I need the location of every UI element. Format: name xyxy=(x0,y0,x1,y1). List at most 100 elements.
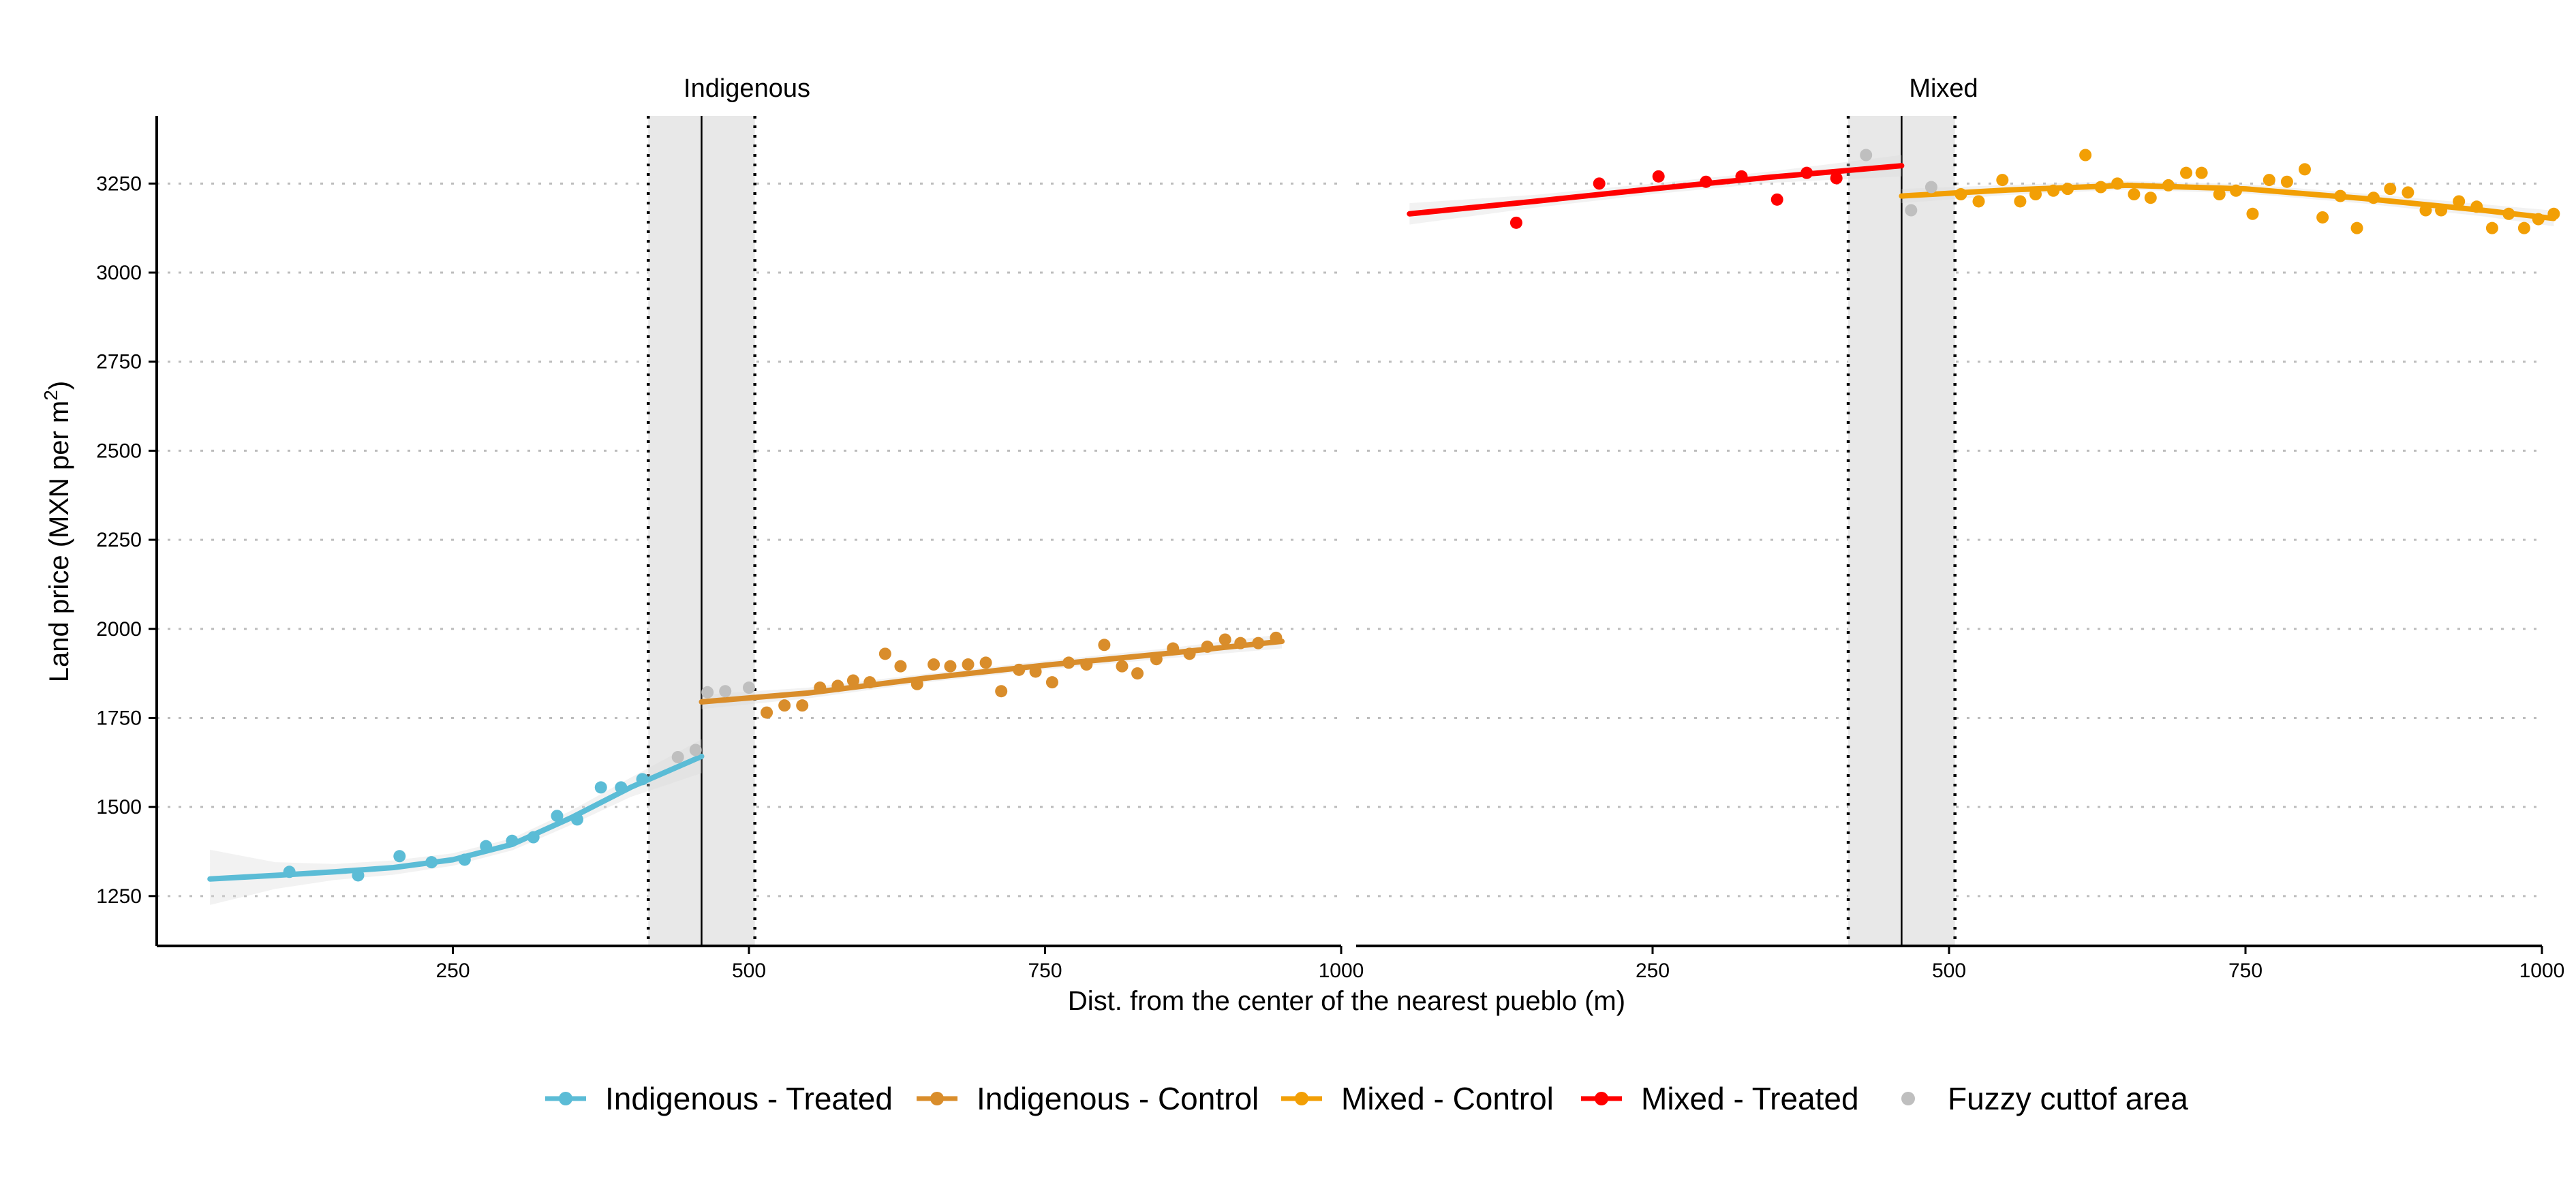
y-tick-label-2750: 2750 xyxy=(96,351,142,373)
point-indigenous-control-27 xyxy=(1218,633,1231,646)
legend-label: Mixed - Treated xyxy=(1641,1081,1859,1116)
point-indigenous-treated-9 xyxy=(570,813,583,826)
panel-title-mixed: Mixed xyxy=(1909,74,1978,103)
point-indigenous-control-0 xyxy=(761,706,773,719)
legend-swatch-point xyxy=(1595,1092,1608,1105)
point-indigenous-treated-0 xyxy=(283,866,296,878)
x-tick-label-250-panel-0: 250 xyxy=(435,960,470,982)
point-indigenous-control-16 xyxy=(1029,665,1042,678)
fuzzy-bands xyxy=(647,116,1957,946)
point-mixed-control-23 xyxy=(2350,221,2363,234)
point-indigenous-control-10 xyxy=(927,658,940,671)
y-tick-label-1500: 1500 xyxy=(96,796,142,818)
point-mixed-control-27 xyxy=(2419,204,2432,217)
legend-item-fuzzy-cuttof-area: Fuzzy cuttof area xyxy=(1901,1081,2188,1116)
legend-label: Fuzzy cuttof area xyxy=(1948,1081,2188,1116)
point-indigenous-control-30 xyxy=(1270,631,1283,644)
point-mixed-control-30 xyxy=(2470,200,2483,213)
y-tick-label-3250: 3250 xyxy=(96,172,142,195)
point-mixed-control-2 xyxy=(1996,174,2009,187)
point-fuzzy-cuttof-area-3 xyxy=(743,682,755,694)
point-indigenous-treated-2 xyxy=(393,850,406,863)
fit-line-mixed-treated-panel-1 xyxy=(1407,163,1905,217)
legend-label: Mixed - Control xyxy=(1341,1081,1554,1116)
legend-item-mixed-control: Mixed - Control xyxy=(1281,1081,1554,1116)
x-tick-label-500-panel-0: 500 xyxy=(732,960,766,982)
point-indigenous-control-9 xyxy=(910,677,923,690)
point-mixed-control-8 xyxy=(2094,181,2107,194)
gridlines xyxy=(157,182,2542,898)
point-mixed-control-34 xyxy=(2532,213,2545,226)
point-indigenous-control-28 xyxy=(1234,637,1247,649)
point-indigenous-control-18 xyxy=(1062,656,1075,669)
point-mixed-control-26 xyxy=(2402,186,2414,199)
point-indigenous-control-17 xyxy=(1045,676,1058,689)
point-mixed-control-31 xyxy=(2485,221,2498,234)
point-mixed-control-33 xyxy=(2517,221,2530,234)
point-mixed-treated-3 xyxy=(1700,175,1713,188)
axes: 1250 1500 1750 2000 2250 2500 2750 3000 3250 250 5… xyxy=(96,116,2564,982)
y-tick-label-2000: 2000 xyxy=(96,618,142,641)
x-tick-label-1000-panel-1: 1000 xyxy=(2519,960,2565,982)
x-axis-title: Dist. from the center of the nearest pue… xyxy=(1068,986,1625,1016)
point-mixed-control-29 xyxy=(2453,195,2466,208)
point-indigenous-treated-5 xyxy=(480,840,493,853)
point-mixed-control-16 xyxy=(2230,184,2243,197)
confidence-bands xyxy=(210,155,2554,905)
point-indigenous-control-7 xyxy=(878,647,891,660)
point-indigenous-treated-7 xyxy=(527,831,540,844)
x-tick-label-1000-panel-0: 1000 xyxy=(1319,960,1364,982)
y-axis-title: Land price (MXN per m2) xyxy=(40,381,74,682)
legend-swatch-point xyxy=(559,1092,572,1105)
point-indigenous-control-25 xyxy=(1183,647,1196,660)
point-fuzzy-cuttof-area-0 xyxy=(1860,149,1873,162)
point-indigenous-control-22 xyxy=(1131,667,1144,680)
point-mixed-control-15 xyxy=(2213,188,2226,201)
legend-swatch-point xyxy=(1295,1092,1308,1105)
point-mixed-treated-6 xyxy=(1800,166,1813,179)
y-tick-label-1250: 1250 xyxy=(96,885,142,908)
point-indigenous-control-3 xyxy=(814,682,827,694)
point-mixed-control-11 xyxy=(2144,192,2157,204)
point-mixed-control-5 xyxy=(2047,184,2060,197)
point-indigenous-control-2 xyxy=(796,699,809,712)
point-mixed-control-21 xyxy=(2316,211,2329,224)
fit-line-indigenous-control-panel-0 xyxy=(699,639,1285,705)
point-indigenous-control-4 xyxy=(831,679,844,692)
point-mixed-control-6 xyxy=(2061,183,2074,196)
point-mixed-control-4 xyxy=(2029,188,2042,201)
y-tick-label-2250: 2250 xyxy=(96,529,142,551)
point-indigenous-control-21 xyxy=(1116,660,1129,673)
point-mixed-control-18 xyxy=(2263,174,2275,187)
point-mixed-treated-7 xyxy=(1830,172,1843,185)
ci-band-indigenous-treated-panel-0 xyxy=(210,739,702,905)
point-mixed-control-32 xyxy=(2502,207,2515,220)
x-tick-label-250-panel-1: 250 xyxy=(1636,960,1670,982)
point-fuzzy-cuttof-area-4 xyxy=(701,686,714,699)
point-indigenous-control-23 xyxy=(1150,653,1163,666)
point-fuzzy-cuttof-area-1 xyxy=(689,744,702,756)
point-indigenous-control-15 xyxy=(1013,663,1026,676)
point-indigenous-treated-12 xyxy=(636,773,649,786)
point-mixed-control-14 xyxy=(2195,166,2208,179)
panel-title-indigenous: Indigenous xyxy=(684,74,810,103)
point-mixed-treated-2 xyxy=(1652,170,1665,183)
point-mixed-control-13 xyxy=(2180,166,2192,179)
point-indigenous-control-11 xyxy=(944,660,957,673)
point-indigenous-treated-4 xyxy=(458,853,471,866)
legend-label: Indigenous - Control xyxy=(977,1081,1259,1116)
point-mixed-control-7 xyxy=(2079,149,2092,162)
legend-item-indigenous-control: Indigenous - Control xyxy=(917,1081,1259,1116)
point-indigenous-treated-10 xyxy=(594,781,607,794)
point-indigenous-treated-8 xyxy=(551,810,564,823)
legend: Indigenous - Treated Indigenous - Control… xyxy=(545,1081,2188,1116)
point-mixed-control-25 xyxy=(2384,183,2397,196)
point-fuzzy-cuttof-area-1 xyxy=(1905,204,1918,217)
point-indigenous-control-13 xyxy=(979,656,992,669)
legend-swatch-point xyxy=(930,1092,944,1105)
x-tick-label-750-panel-0: 750 xyxy=(1028,960,1062,982)
y-tick-label-3000: 3000 xyxy=(96,262,142,284)
point-fuzzy-cuttof-area-2 xyxy=(1925,181,1937,194)
point-indigenous-control-29 xyxy=(1252,637,1265,649)
